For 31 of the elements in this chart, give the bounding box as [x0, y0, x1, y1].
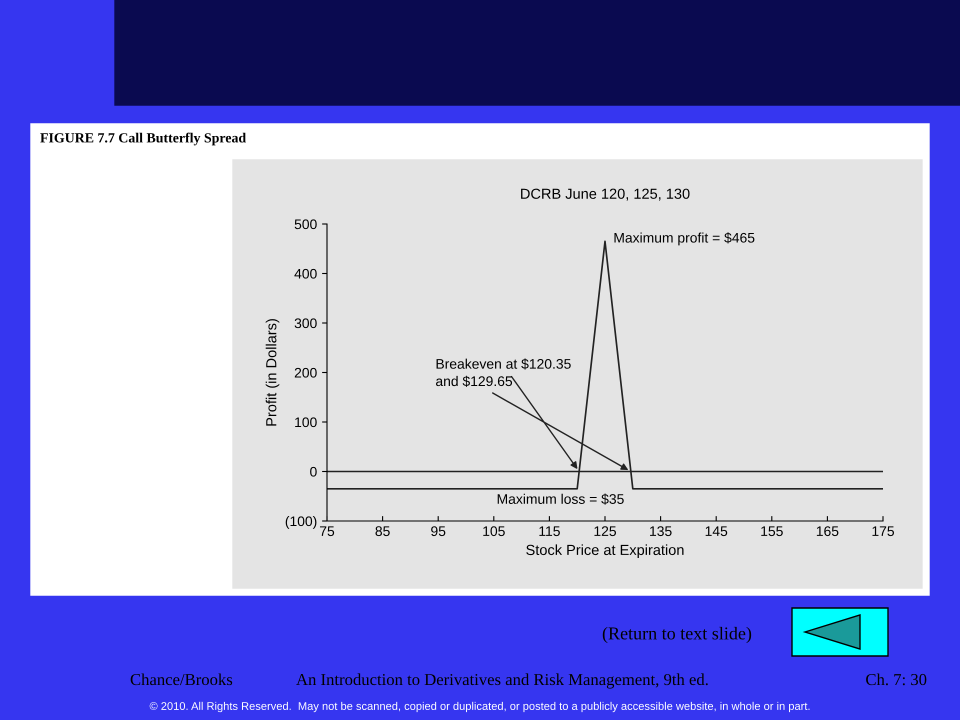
x-tick-label: 105 — [483, 526, 505, 536]
x-tick-label: 85 — [375, 526, 390, 536]
x-tick-label: 155 — [761, 526, 783, 536]
x-tick-label: 125 — [594, 526, 616, 536]
annotation: and $129.65 — [436, 376, 512, 387]
y-tick-label: 200 — [294, 368, 317, 378]
text: FIGURE 7.7 Call Butterfly Spread — [40, 132, 246, 146]
x-tick-label: 115 — [539, 526, 560, 536]
y-tick-label: (100) — [286, 516, 316, 529]
chart-subtitle: DCRB June 120, 125, 130 — [521, 188, 690, 201]
y-tick-label: 0 — [310, 466, 317, 477]
y-tick-label: 300 — [294, 318, 317, 328]
x-axis-title: Stock Price at Expiration — [526, 544, 684, 558]
x-tick-label: 175 — [872, 526, 894, 536]
y-axis-title: Profit (in Dollars) — [266, 319, 280, 426]
x-tick-label: 145 — [706, 526, 728, 536]
x-tick-label: 165 — [816, 526, 838, 536]
annotation: Breakeven at $120.35 — [436, 358, 571, 370]
x-tick-label: 135 — [650, 526, 672, 536]
text: Ch. 7: 30 — [866, 673, 926, 686]
text: © 2010. All Rights Reserved. May not be scanned, copied or duplicated, or posted to a publicly accessible website, in whole or in part. — [150, 702, 810, 712]
y-tick-label: 400 — [294, 268, 317, 279]
annotation: Maximum profit = $465 — [614, 232, 754, 246]
y-tick-label: 100 — [295, 417, 317, 428]
x-tick-label: 75 — [320, 526, 334, 536]
text: An Introduction to Derivatives and Risk Management, 9th ed. — [296, 673, 708, 689]
text: (Return to text slide) — [602, 626, 752, 644]
text: Chance/Brooks — [130, 673, 232, 686]
x-tick-label: 95 — [431, 526, 446, 536]
annotation: Maximum loss = $35 — [498, 494, 624, 505]
y-tick-label: 500 — [294, 219, 317, 230]
